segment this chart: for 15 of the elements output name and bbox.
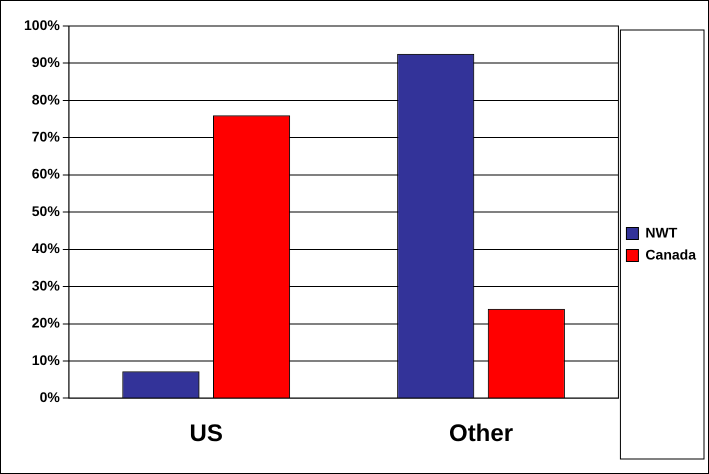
y-tick-label: 30%	[32, 277, 60, 294]
y-tick-label: 50%	[32, 202, 60, 219]
y-tick-label: 80%	[32, 91, 60, 108]
y-tick-label: 20%	[32, 314, 60, 331]
y-tick-label: 70%	[32, 128, 60, 145]
y-tick-label: 0%	[40, 389, 60, 406]
y-tick-label: 40%	[32, 240, 60, 256]
y-tick-label: 100%	[24, 16, 60, 33]
y-tick-label: 90%	[32, 54, 60, 70]
x-tick-label: US	[190, 420, 223, 448]
y-tick-label: 60%	[32, 166, 60, 182]
y-tick-label: 10%	[32, 352, 60, 368]
x-tick-label: Other	[449, 420, 514, 448]
legend-label: Canada	[645, 246, 696, 262]
legend-label: NWT	[645, 224, 678, 240]
